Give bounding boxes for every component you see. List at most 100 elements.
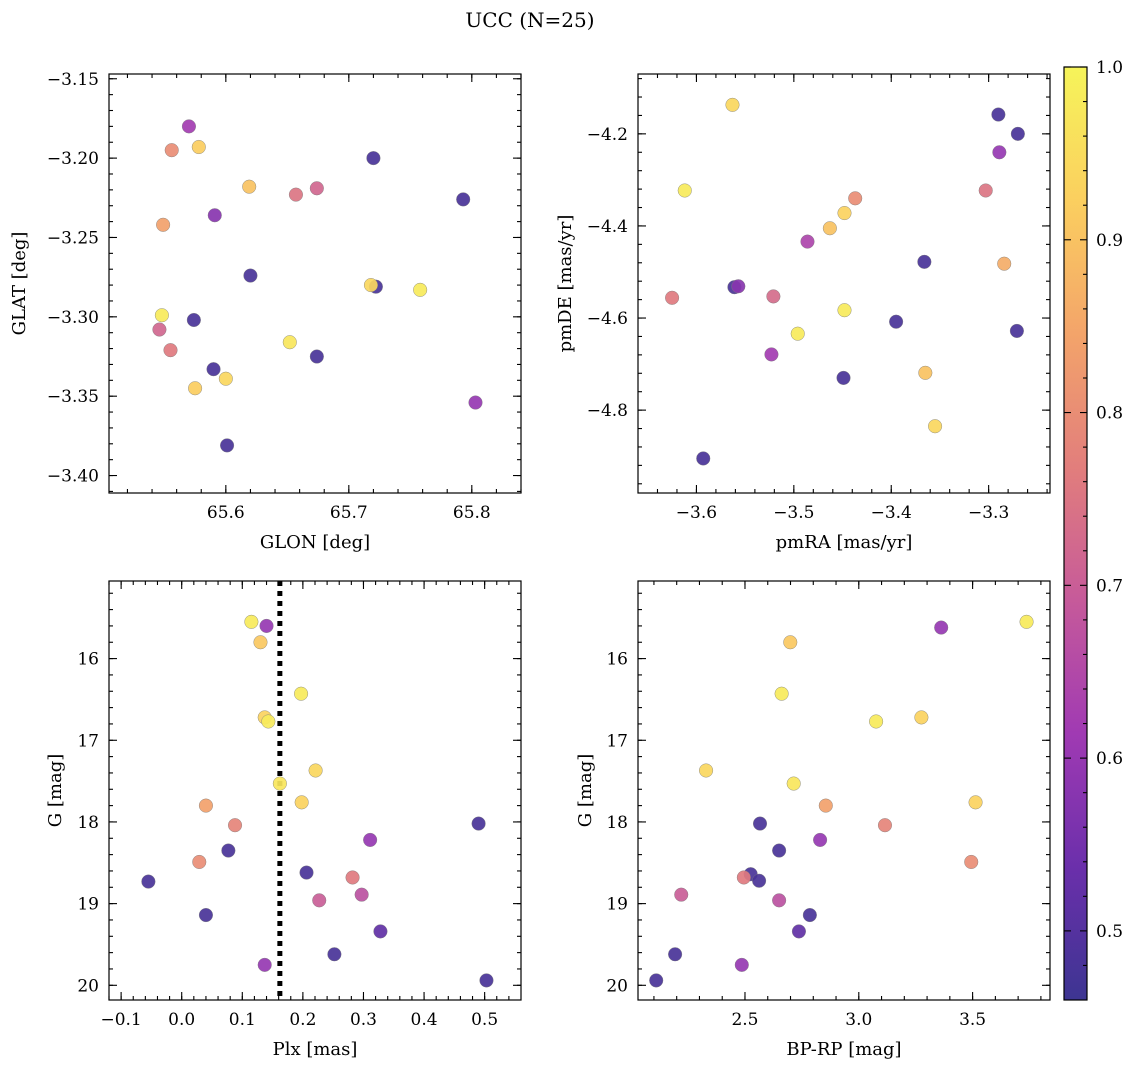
data-point	[294, 686, 309, 701]
subplot-1: 65.6 65.7 65.8 −3.40 −3.35 −3.30 −3.25 −3.20 −3.…	[9, 70, 522, 553]
data-point	[752, 873, 767, 888]
data-point	[243, 268, 258, 283]
y-tick-label: −3.40	[47, 467, 99, 487]
data-point	[813, 832, 828, 847]
data-point	[918, 365, 933, 380]
data-point	[207, 208, 222, 223]
data-point	[753, 816, 768, 831]
x-axis-label: BP-RP [mag]	[786, 1039, 901, 1060]
x-tick-label: 0.0	[168, 1010, 195, 1030]
data-point	[772, 843, 787, 858]
data-point	[413, 282, 428, 297]
x-tick-label: 2.5	[731, 1010, 758, 1030]
data-point	[837, 303, 852, 318]
data-point	[731, 279, 746, 294]
y-tick-label: −3.15	[47, 70, 99, 90]
data-point	[294, 795, 309, 810]
data-point	[800, 234, 815, 249]
data-point	[1010, 126, 1025, 141]
x-tick-label: 65.8	[453, 503, 491, 523]
x-tick-label: 65.7	[330, 503, 368, 523]
x-tick-label: −3.5	[773, 503, 814, 523]
data-point	[786, 776, 801, 791]
data-point	[456, 192, 471, 207]
x-tick-label: −0.1	[100, 1010, 141, 1030]
colorbar-tick-label: 0.8	[1096, 404, 1123, 424]
y-tick-label: 19	[77, 895, 99, 915]
x-tick-label: −3.4	[871, 503, 912, 523]
data-point	[228, 818, 243, 833]
data-point	[366, 151, 381, 166]
y-tick-label: 18	[77, 813, 99, 833]
data-point	[163, 343, 178, 358]
data-point	[791, 924, 806, 939]
x-tick-label: 0.3	[350, 1010, 377, 1030]
data-point	[363, 278, 378, 293]
y-tick-label: 17	[77, 731, 99, 751]
data-point	[790, 326, 805, 341]
data-point	[774, 686, 789, 701]
colorbar-frame	[1063, 66, 1088, 1001]
y-tick-label: −3.20	[47, 149, 99, 169]
y-tick-label: 17	[606, 731, 628, 751]
x-tick-label: 0.1	[229, 1010, 256, 1030]
data-point	[221, 843, 236, 858]
y-axis-label: G [mag]	[575, 754, 596, 827]
data-point	[345, 870, 360, 885]
data-point	[992, 145, 1007, 160]
y-axis-label: GLAT [deg]	[9, 232, 30, 336]
y-tick-label: −4.8	[587, 401, 628, 421]
data-point	[818, 798, 833, 813]
x-axis-label: Plx [mas]	[273, 1039, 358, 1060]
y-tick-label: −4.2	[587, 125, 628, 145]
data-point	[836, 370, 851, 385]
data-point	[928, 419, 943, 434]
y-tick-label: −4.4	[587, 217, 628, 237]
data-point	[968, 795, 983, 810]
data-point	[997, 256, 1012, 271]
data-point	[934, 620, 949, 635]
y-tick-label: 16	[77, 650, 99, 670]
y-tick-label: 16	[606, 650, 628, 670]
data-point	[244, 614, 259, 629]
data-point	[188, 381, 203, 396]
plot-frame	[637, 73, 1051, 494]
data-point	[802, 908, 817, 923]
data-point	[471, 816, 486, 831]
data-point	[181, 119, 196, 134]
x-tick-label: −3.3	[968, 503, 1009, 523]
data-point	[272, 776, 287, 791]
x-tick-label: 0.4	[411, 1010, 438, 1030]
figure-title: UCC (N=25)	[465, 8, 594, 32]
data-point	[914, 710, 929, 725]
plot-frame	[108, 73, 522, 494]
data-point	[308, 763, 323, 778]
x-axis-label: GLON [deg]	[260, 532, 370, 553]
data-point	[261, 714, 276, 729]
data-point	[1009, 323, 1024, 338]
subplots: 65.6 65.7 65.8 −3.40 −3.35 −3.30 −3.25 −3.20 −3.…	[9, 70, 1051, 1060]
y-tick-label: 18	[606, 813, 628, 833]
data-point	[665, 290, 680, 305]
subplot-2: −3.6 −3.5 −3.4 −3.3 −4.8 −4.6 −4.4 −4.2 pmRA [ma…	[555, 73, 1051, 553]
data-point	[877, 818, 892, 833]
colorbar-tick-label: 1.0	[1096, 58, 1123, 78]
y-tick-label: −3.35	[47, 387, 99, 407]
data-point	[191, 140, 206, 155]
y-tick-label: 19	[606, 895, 628, 915]
data-point	[734, 957, 749, 972]
y-tick-label: 20	[77, 976, 99, 996]
y-tick-label: −3.25	[47, 228, 99, 248]
data-point	[141, 874, 156, 889]
data-point	[312, 893, 327, 908]
data-point	[677, 183, 692, 198]
x-tick-label: 3.5	[959, 1010, 986, 1030]
subplot-4: 2.5 3.0 3.5 16 17 18 19 20 BP-RP [mag] G [mag]	[575, 580, 1051, 1060]
data-point	[848, 191, 863, 206]
data-point	[288, 187, 303, 202]
data-point	[164, 143, 179, 158]
colorbar-tick-label: 0.7	[1096, 576, 1123, 596]
colorbar-tick-label: 0.5	[1096, 922, 1123, 942]
x-tick-label: 0.5	[471, 1010, 498, 1030]
